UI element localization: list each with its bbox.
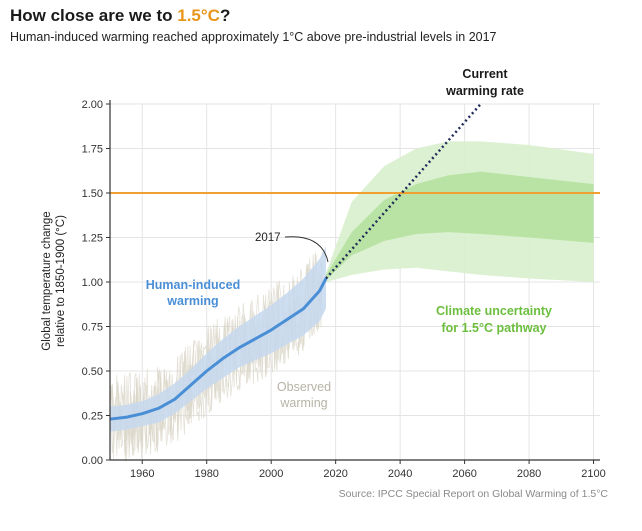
y-tick-label: 0.50 bbox=[82, 366, 103, 378]
title-prefix: How close are we to bbox=[10, 6, 178, 25]
year-2017-label: 2017 bbox=[255, 232, 281, 244]
observed-warming-label-line1: Observed bbox=[277, 380, 331, 394]
x-tick-label: 1960 bbox=[130, 468, 154, 480]
warming-rate-line bbox=[325, 103, 482, 280]
human-warming-line bbox=[109, 277, 328, 421]
observed-warming-trace bbox=[109, 261, 323, 459]
y-axis-label: Global temperature change relative to 185… bbox=[41, 211, 67, 350]
annotations: Global temperature change relative to 185… bbox=[41, 67, 608, 500]
y-tick-label: 2.00 bbox=[82, 99, 103, 111]
inner-uncertainty-band bbox=[325, 171, 594, 281]
human-warming-label-line1: Human-induced bbox=[146, 278, 240, 292]
source-note: Source: IPCC Special Report on Global Wa… bbox=[339, 488, 609, 500]
tick-labels: 0.00 0.25 0.50 0.75 1.00 1.25 1.50 1.75 2.00 1960… bbox=[82, 99, 606, 480]
human-warming-band bbox=[110, 246, 326, 432]
y-tick-label: 1.25 bbox=[82, 233, 103, 245]
y-axis-label-line2: relative to 1850-1900 (°C) bbox=[55, 215, 67, 347]
title-suffix: ? bbox=[219, 6, 231, 25]
warming-rate-label-line2: warming rate bbox=[445, 84, 524, 98]
warming-rate-label-line1: Current bbox=[462, 67, 508, 81]
x-tick-label: 2080 bbox=[517, 468, 541, 480]
y-tick-label: 0.00 bbox=[82, 455, 103, 467]
warming-rate-label: Current warming rate bbox=[445, 67, 524, 98]
uncertainty-bands bbox=[110, 141, 594, 432]
x-tick-label: 2060 bbox=[452, 468, 476, 480]
year-2017-pointer bbox=[284, 236, 329, 263]
x-tick-label: 2000 bbox=[259, 468, 283, 480]
chart-title: How close are we to 1.5°C? bbox=[10, 6, 230, 26]
y-tick-label: 1.75 bbox=[82, 144, 103, 156]
x-tick-label: 2100 bbox=[581, 468, 605, 480]
y-tick-label: 0.75 bbox=[82, 322, 103, 334]
chart-subtitle: Human-induced warming reached approximat… bbox=[10, 30, 497, 44]
x-tick-label: 2040 bbox=[388, 468, 412, 480]
title-highlight: 1.5°C bbox=[177, 6, 220, 25]
observed-warming-label-line2: warming bbox=[279, 396, 327, 410]
series-lines bbox=[109, 103, 600, 421]
uncertainty-label-line2: for 1.5°C pathway bbox=[441, 321, 546, 335]
y-axis-label-line1: Global temperature change bbox=[41, 211, 53, 350]
observed-warming-label: Observed warming bbox=[277, 380, 331, 410]
axes bbox=[106, 100, 600, 464]
y-tick-label: 0.25 bbox=[82, 411, 103, 423]
y-tick-label: 1.00 bbox=[82, 277, 103, 289]
uncertainty-label-line1: Climate uncertainty bbox=[436, 304, 552, 318]
uncertainty-label: Climate uncertainty for 1.5°C pathway bbox=[436, 304, 552, 335]
x-tick-label: 1980 bbox=[194, 468, 218, 480]
y-tick-label: 1.50 bbox=[82, 188, 103, 200]
human-warming-label: Human-induced warming bbox=[146, 278, 240, 308]
human-warming-label-line2: warming bbox=[166, 294, 218, 308]
x-tick-label: 2020 bbox=[323, 468, 347, 480]
